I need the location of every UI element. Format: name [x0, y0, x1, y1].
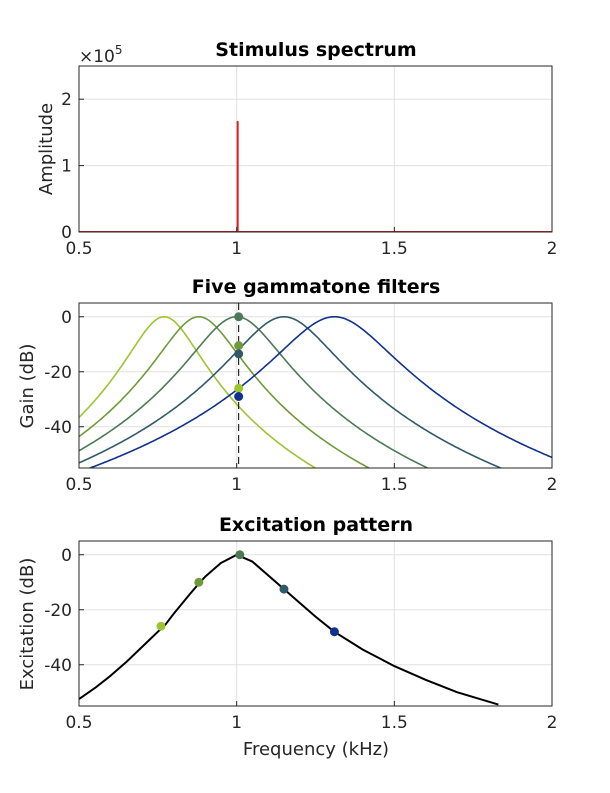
- excitation-pattern-grid: [78, 541, 553, 706]
- gammatone-filter-curve-1: [79, 315, 317, 468]
- excitation-pattern-panel: Excitation pattern 0.5 1 1.5 2 0 -20 -40 Excit…: [17, 514, 557, 760]
- gammatone-filter-curve-5: [87, 316, 552, 468]
- gammatone-filters-xtick-label: 2: [547, 475, 558, 495]
- excitation-pattern-ylabel: Excitation (dB): [17, 558, 38, 691]
- excitation-pattern-ytick-label: 0: [61, 546, 72, 566]
- gammatone-filters-xtick-label: 1.5: [381, 475, 408, 495]
- gammatone-filters-axes-frame: [78, 302, 553, 469]
- filter-gain-point-2: [234, 341, 244, 351]
- excitation-pattern-xtick-label: 2: [547, 713, 558, 733]
- excitation-point-2: [194, 577, 204, 587]
- gammatone-filter-curve-4: [79, 316, 503, 468]
- gammatone-filters-plot-area: [79, 303, 552, 468]
- stimulus-spectrum-clip-group: [79, 121, 552, 232]
- excitation-pattern-ticks: 0.5 1 1.5 2 0 -20 -40: [44, 546, 557, 733]
- stimulus-spectrum-exponent-label: ×105: [79, 43, 123, 67]
- stimulus-spectrum-exponent-base: ×10: [79, 47, 115, 67]
- excitation-point-5: [329, 627, 339, 637]
- excitation-pattern-plot-area: [79, 550, 499, 706]
- stimulus-spectrum-plot-area: [79, 121, 552, 232]
- stimulus-spectrum-xtick-label: 1.5: [381, 239, 408, 259]
- excitation-point-3: [235, 550, 245, 560]
- excitation-pattern-xtick-label: 0.5: [65, 713, 92, 733]
- filter-gain-point-5: [234, 392, 244, 401]
- excitation-pattern-xlabel: Frequency (kHz): [243, 739, 389, 760]
- stimulus-spectrum-grid: [78, 66, 553, 233]
- stimulus-spectrum-panel: Stimulus spectrum 0.5 1 1.5 2 0 1 2 ×105 Ampli…: [36, 39, 557, 259]
- gammatone-filters-xtick-label: 0.5: [65, 475, 92, 495]
- stimulus-spectrum-title: Stimulus spectrum: [215, 39, 416, 61]
- gammatone-filters-ylabel: Gain (dB): [17, 344, 38, 429]
- excitation-pattern-xtick-label: 1: [231, 713, 242, 733]
- stimulus-spectrum-ylabel: Amplitude: [36, 103, 57, 195]
- stimulus-spectrum-exponent-power: 5: [115, 43, 123, 57]
- gammatone-filters-ytick-label: -40: [44, 418, 72, 438]
- excitation-curve: [79, 553, 499, 706]
- excitation-pattern-axes-frame: [78, 540, 553, 707]
- gammatone-filters-panel: Five gammatone filters 0.5 1 1.5 2 0 -20 -40 G…: [17, 276, 557, 495]
- filter-gain-point-1: [234, 383, 244, 393]
- gammatone-filters-ytick-label: -20: [44, 363, 72, 383]
- stimulus-spectrum-ticks: 0.5 1 1.5 2 0 1 2: [61, 90, 557, 259]
- excitation-point-1: [156, 621, 166, 631]
- gammatone-filter-curve-3: [79, 316, 430, 468]
- gammatone-filter-curve-2: [79, 316, 371, 468]
- stimulus-spectrum-xtick-label: 2: [547, 239, 558, 259]
- excitation-pattern-ytick-label: -40: [44, 656, 72, 676]
- gammatone-filters-xtick-label: 1: [231, 475, 242, 495]
- excitation-pattern-title: Excitation pattern: [219, 514, 413, 536]
- filter-gain-point-4: [234, 349, 244, 359]
- stimulus-spectrum-ytick-label: 1: [61, 157, 72, 177]
- filter-gain-point-3: [234, 312, 244, 322]
- excitation-point-4: [279, 584, 289, 594]
- stimulus-spectrum-xtick-label: 1: [231, 239, 242, 259]
- excitation-pattern-clip-group: [79, 550, 499, 706]
- stimulus-spectrum-xtick-label: 0.5: [65, 239, 92, 259]
- gammatone-filters-ytick-label: 0: [61, 308, 72, 328]
- gammatone-filters-ticks: 0.5 1 1.5 2 0 -20 -40: [44, 308, 557, 495]
- stimulus-spectrum-axes-frame: [78, 65, 553, 233]
- gammatone-filters-title: Five gammatone filters: [192, 276, 441, 298]
- excitation-pattern-ytick-label: -20: [44, 601, 72, 621]
- stimulus-spectrum-ytick-label: 2: [61, 90, 72, 110]
- stimulus-spectrum-ytick-label: 0: [61, 223, 72, 243]
- gammatone-filters-clip-group: [79, 303, 552, 468]
- excitation-pattern-xtick-label: 1.5: [381, 713, 408, 733]
